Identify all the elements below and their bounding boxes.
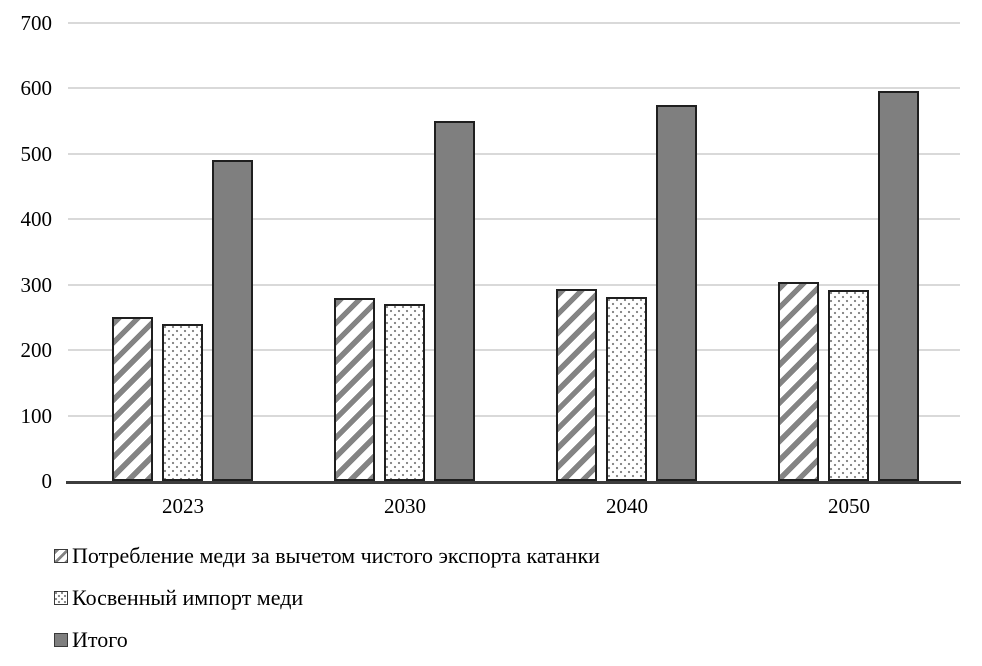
grid-line [68,22,960,24]
bar-diagonal-hatch [778,282,819,481]
x-tick-label: 2023 [162,494,204,518]
bar-solid [656,105,697,481]
y-tick-label: 100 [20,403,53,428]
grid-line [68,152,960,155]
y-tick-label: 400 [20,207,53,232]
bar-solid [212,160,253,481]
legend-marker-solid-icon [54,632,68,647]
y-tick-label: 500 [20,141,53,166]
grid-line [68,218,960,221]
legend-item: Итого [54,625,600,654]
grid-line [68,283,960,286]
legend-label: Итого [72,626,128,652]
bar-diagonal-hatch [556,289,597,481]
bar-dots [828,290,869,481]
y-tick-label: 200 [20,338,53,363]
legend-item: Потребление меди за вычетом чистого эксп… [54,541,600,570]
bar-solid [434,121,475,481]
y-tick-label: 0 [41,469,53,493]
legend-item: Косвенный импорт меди [54,583,600,612]
grid-line [68,414,960,417]
y-tick-label: 300 [20,272,53,297]
legend: Потребление меди за вычетом чистого эксп… [54,541,600,654]
legend-label: Косвенный импорт меди [72,584,304,610]
y-tick-label: 700 [20,11,53,35]
grid-line [68,349,960,352]
bar-dots [162,324,203,481]
x-tick-label: 2050 [828,494,870,518]
bar-solid [878,91,919,481]
legend-marker-diagonal-hatch-icon [54,548,68,563]
x-axis-line [66,481,961,484]
x-tick-label: 2040 [606,494,648,518]
x-tick-label: 2030 [384,494,426,518]
grid-line [68,87,960,90]
bar-diagonal-hatch [334,298,375,481]
bar-dots [384,304,425,481]
y-tick-label: 600 [20,76,53,101]
legend-label: Потребление меди за вычетом чистого эксп… [72,542,600,568]
bar-dots [606,297,647,481]
legend-marker-dots-icon [54,590,68,605]
bar-diagonal-hatch [112,317,153,481]
